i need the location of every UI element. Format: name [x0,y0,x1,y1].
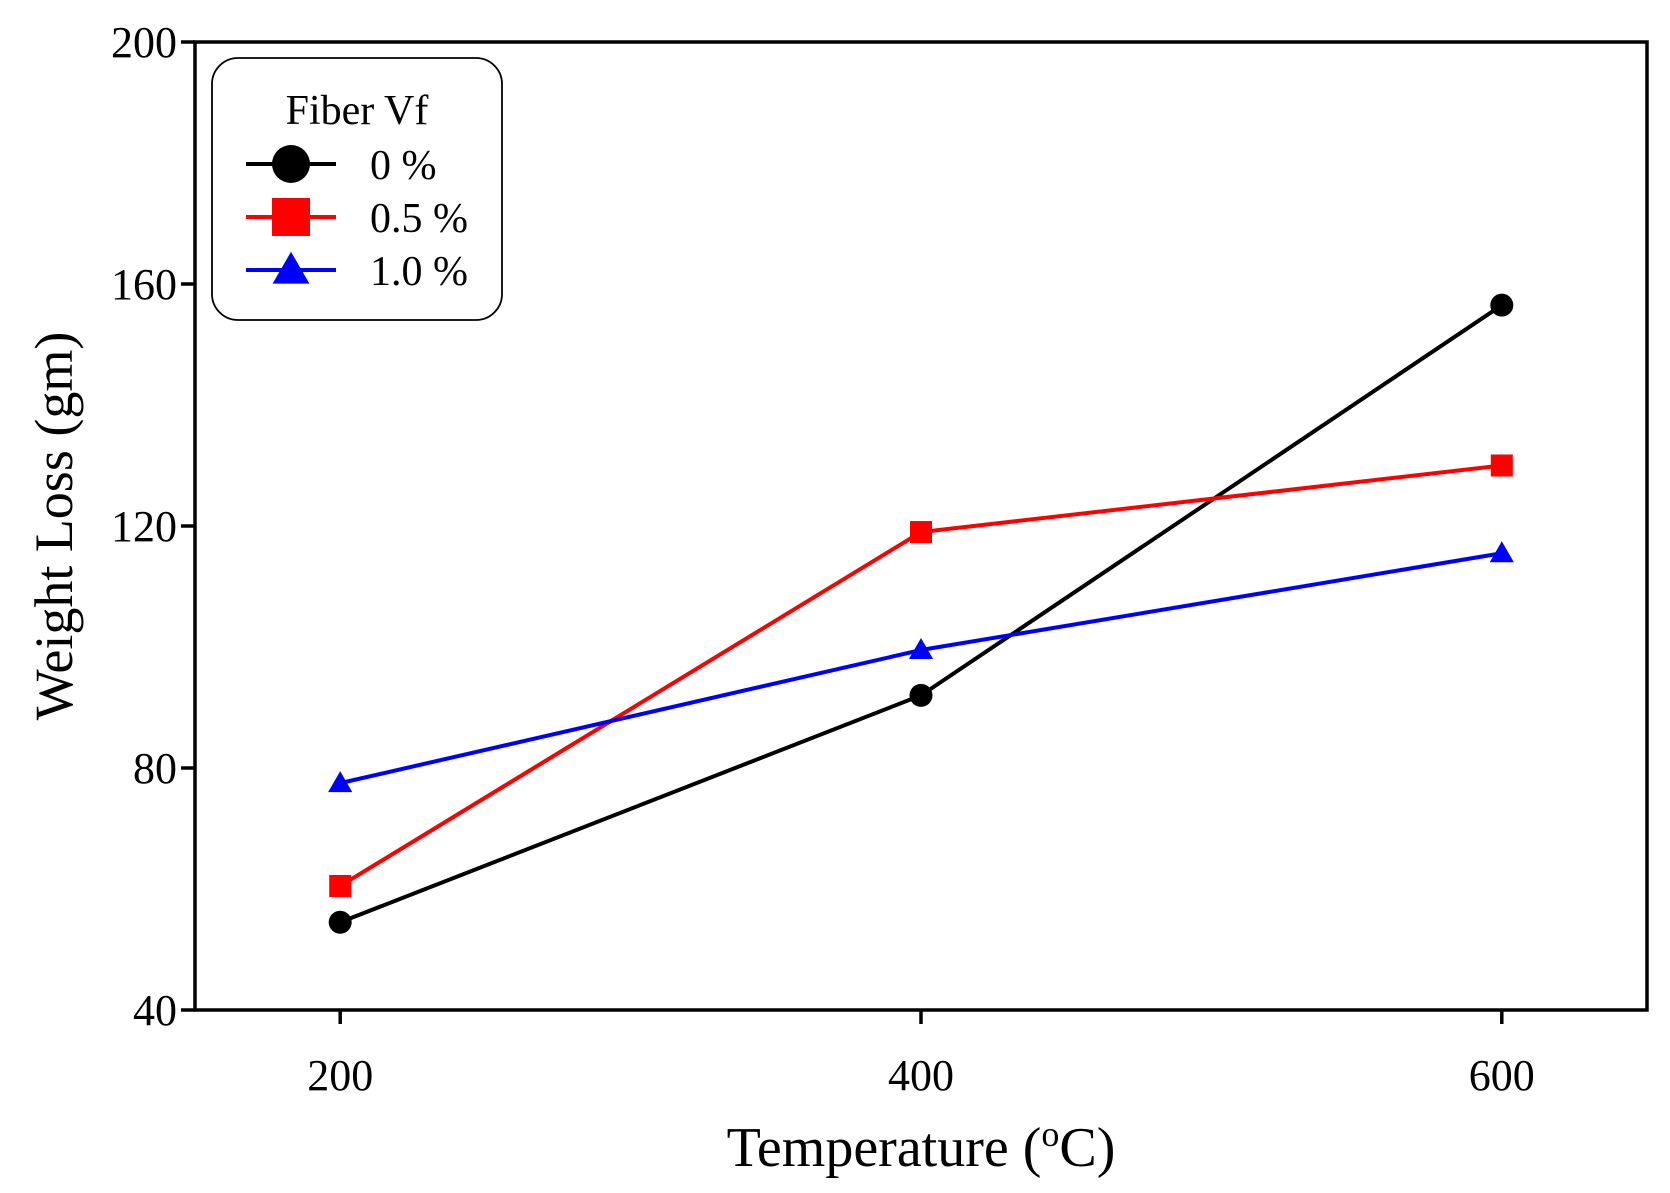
data-point-1-0 [1489,541,1514,563]
y-axis-label: Weight Loss (gm) [24,332,84,721]
data-point-0-5 [1490,454,1513,477]
data-point-0 [909,683,933,707]
legend-label: 1.0 % [370,249,468,295]
data-point-0 [328,910,352,934]
y-tick-label: 120 [111,502,177,551]
legend-label: 0.5 % [370,196,468,242]
data-point-0-5 [329,874,352,897]
legend-box [211,57,503,321]
x-tick-label: 600 [1469,1051,1535,1100]
data-point-1-0 [328,771,353,793]
y-tick-label: 200 [111,18,177,67]
data-point-0 [1490,293,1514,317]
data-point-0-5 [910,521,932,544]
legend-marker [272,198,310,236]
x-tick-label: 400 [888,1051,954,1100]
x-axis-label: Temperature (oC) [727,1114,1116,1179]
x-axis-label-superscript: o [1041,1114,1059,1154]
y-tick-label: 80 [133,744,177,793]
legend-marker [272,251,310,284]
series-line-1-0 [339,551,1503,786]
legend-marker [272,145,310,183]
y-tick-label: 160 [111,260,177,309]
x-axis-label-tail: C) [1059,1117,1115,1179]
x-axis-label-main: Temperature ( [727,1117,1042,1179]
series-line-0 [339,303,1503,925]
legend-label: 0 % [370,143,437,189]
y-tick-label: 40 [133,986,177,1035]
legend-title: Fiber Vf [286,88,429,134]
x-tick-label: 200 [307,1051,373,1100]
data-point-1-0 [908,638,934,660]
